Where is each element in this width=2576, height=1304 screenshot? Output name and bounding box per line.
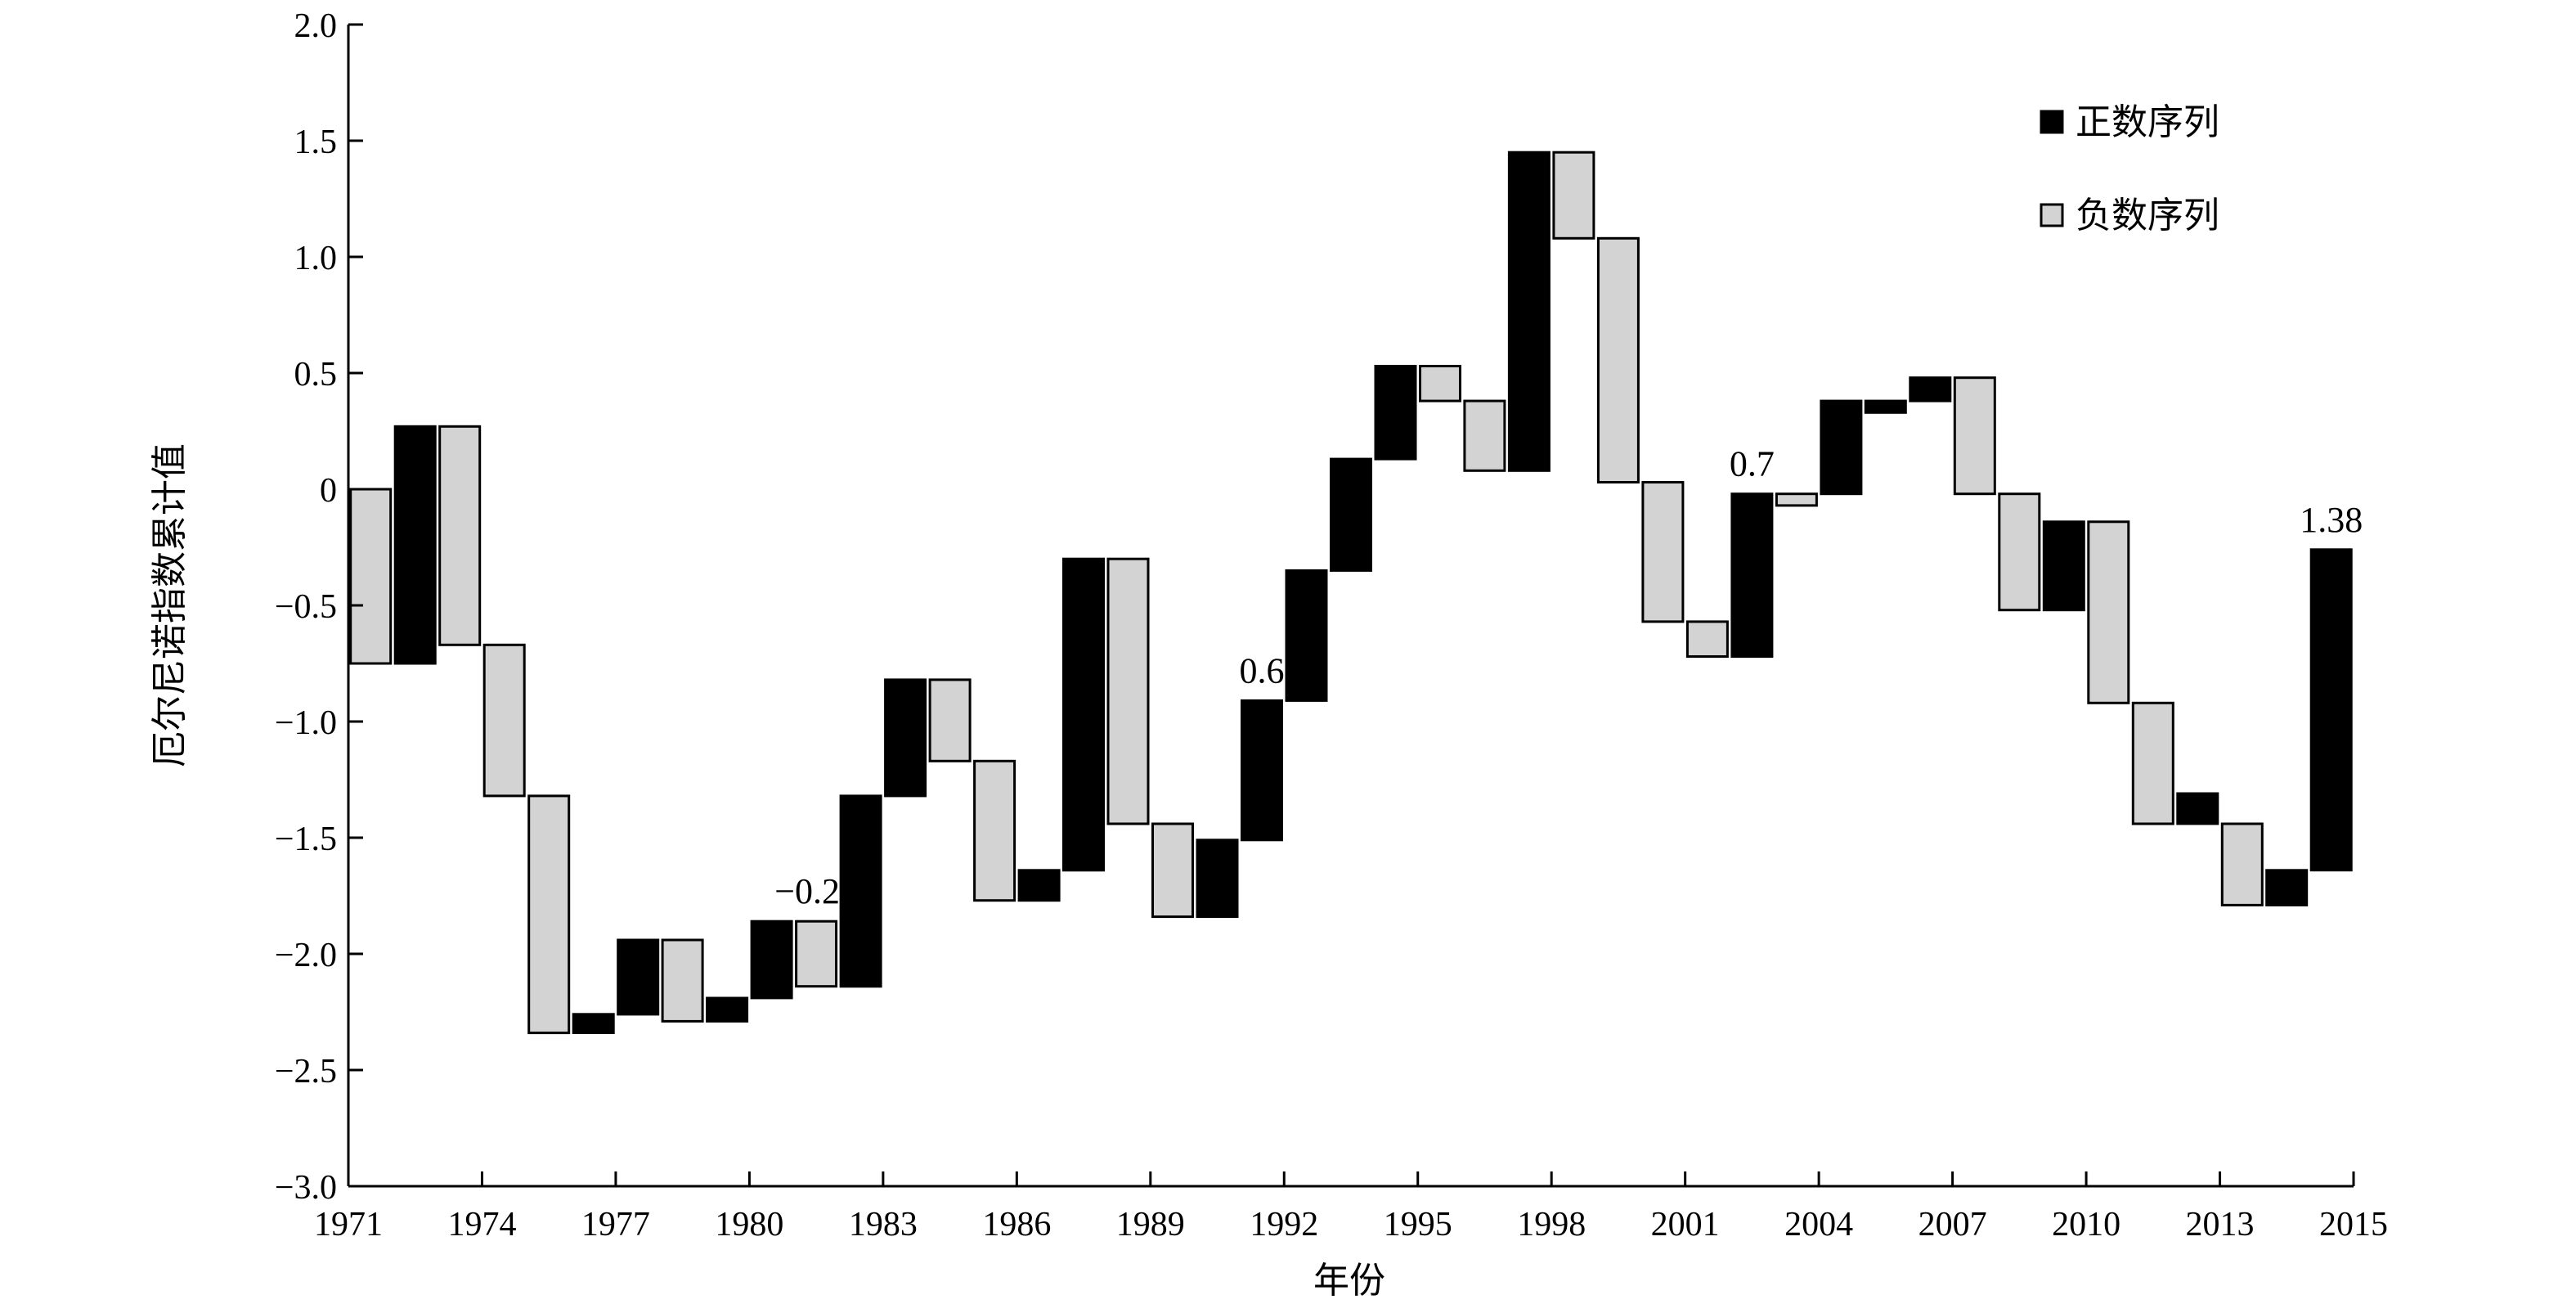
x-tick-label: 1986 (982, 1206, 1051, 1243)
bar-44 (2265, 869, 2309, 906)
x-tick-label: 1998 (1517, 1206, 1586, 1243)
bar-23 (1330, 457, 1372, 572)
y-tick-label: −2.5 (275, 1053, 337, 1090)
bar-28 (1552, 151, 1595, 240)
y-tick-label: −1.5 (275, 821, 337, 858)
legend-swatch-negative (2040, 203, 2064, 227)
x-tick-label: 1983 (849, 1206, 918, 1243)
y-tick-label: 0 (320, 472, 337, 510)
data-label: 0.6 (1240, 650, 1285, 690)
y-tick-label: 2.0 (294, 7, 338, 45)
x-tick-label: 1971 (314, 1206, 383, 1243)
x-tick-label: 2010 (2052, 1206, 2120, 1243)
bar-22 (1285, 569, 1328, 702)
legend-swatch-positive (2040, 110, 2064, 134)
bar-3 (438, 425, 482, 646)
y-tick-label: 1.5 (294, 124, 338, 161)
bar-12 (839, 794, 882, 988)
bar-17 (1062, 557, 1105, 872)
bar-25 (1419, 365, 1461, 402)
bar-41 (2131, 701, 2174, 825)
x-tick-label: 1995 (1384, 1206, 1452, 1243)
legend-label-positive: 正数序列 (2076, 101, 2219, 143)
legend: 正数序列 负数序列 (2040, 101, 2219, 236)
bar-43 (2220, 822, 2264, 906)
bar-36 (1909, 376, 1952, 402)
bar-20 (1196, 839, 1239, 919)
x-tick-label: 1977 (581, 1206, 650, 1243)
bar-4 (482, 643, 526, 798)
legend-label-negative: 负数序列 (2076, 195, 2219, 236)
bar-26 (1463, 399, 1506, 472)
bar-42 (2176, 792, 2219, 825)
bar-10 (750, 920, 793, 1000)
bar-7 (617, 938, 660, 1016)
x-tick-label: 1980 (715, 1206, 783, 1243)
y-ticks: 2.0 1.5 1.0 0.5 0 −0.5 −1.0 −1.5 −2.0 −2.5 −3.0 (275, 7, 363, 1207)
bar-18 (1106, 557, 1150, 825)
bar-29 (1596, 236, 1640, 483)
bar-24 (1374, 365, 1417, 461)
bar-6 (572, 1013, 615, 1035)
bar-33 (1775, 492, 1818, 507)
x-tick-label: 2004 (1784, 1206, 1853, 1243)
bar-40 (2087, 520, 2130, 704)
bar-38 (1998, 492, 2041, 612)
x-tick-label: 2001 (1651, 1206, 1720, 1243)
bar-32 (1730, 492, 1774, 659)
bar-1 (349, 488, 393, 665)
bar-30 (1641, 481, 1685, 623)
x-ticks: 1971 1974 1977 1980 1983 1986 1989 1992 1995 1998… (314, 1171, 2388, 1243)
bar-34 (1820, 399, 1863, 496)
bar-27 (1507, 151, 1551, 472)
bar-16 (1017, 869, 1061, 902)
bars-layer (349, 151, 2353, 1035)
bar-11 (795, 920, 838, 988)
bar-2 (393, 425, 437, 665)
bar-14 (928, 678, 972, 762)
y-tick-label: −1.0 (275, 704, 337, 742)
bar-39 (2042, 520, 2085, 612)
bar-15 (973, 759, 1016, 902)
data-labels: −0.28 0.6 0.7 1.38 (774, 444, 2363, 912)
bar-35 (1864, 399, 1907, 414)
bar-19 (1151, 822, 1194, 919)
bar-9 (706, 996, 749, 1023)
x-tick-label: 2013 (2186, 1206, 2255, 1243)
y-tick-label: 1.0 (294, 240, 338, 277)
bar-37 (1953, 376, 1996, 496)
bar-13 (884, 678, 927, 798)
x-tick-label: 2015 (2319, 1206, 2388, 1243)
bar-45 (2309, 548, 2353, 872)
bar-31 (1685, 620, 1729, 659)
y-axis-title: 厄尔尼诺指数累计值 (149, 443, 191, 767)
y-tick-label: −0.5 (275, 588, 337, 626)
bar-21 (1241, 699, 1283, 842)
x-tick-label: 1974 (447, 1206, 516, 1243)
y-tick-label: 0.5 (294, 356, 338, 393)
x-tick-label: 2007 (1919, 1206, 1987, 1243)
data-label: −0.28 (774, 871, 858, 911)
y-tick-label: −2.0 (275, 937, 337, 974)
data-label: 1.38 (2300, 500, 2363, 540)
x-tick-label: 1992 (1250, 1206, 1318, 1243)
bar-5 (527, 794, 571, 1035)
y-tick-label: −3.0 (275, 1169, 337, 1207)
x-tick-label: 1989 (1116, 1206, 1185, 1243)
bar-8 (661, 938, 704, 1023)
x-axis-title: 年份 (1313, 1260, 1385, 1302)
data-label: 0.7 (1730, 444, 1775, 484)
